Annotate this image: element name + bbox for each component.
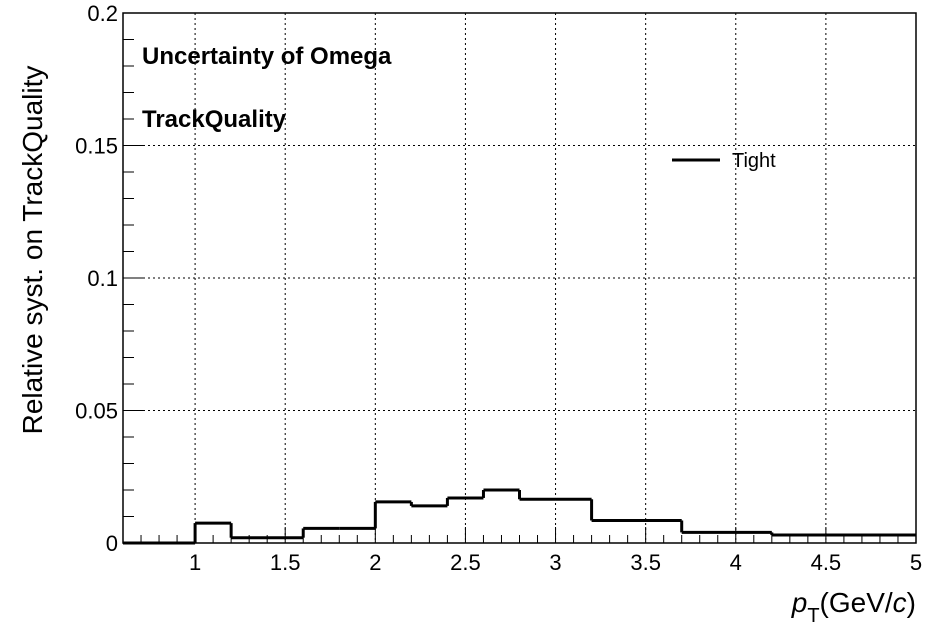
x-axis-title-unit-pre: (GeV/ (820, 587, 893, 618)
legend-label-tight: Tight (732, 150, 776, 172)
x-tick-label: 1.5 (270, 550, 301, 575)
x-tick-label: 2.5 (450, 550, 481, 575)
x-axis-title-var: p (791, 587, 808, 618)
x-tick-label: 4.5 (811, 550, 842, 575)
x-tick-label: 5 (910, 550, 922, 575)
axis-ticks (122, 12, 917, 544)
x-tick-labels: 1 1.5 2 2.5 3 3.5 4 4.5 5 (189, 550, 922, 575)
series-tight (123, 488, 916, 545)
y-tick-label: 0.15 (75, 134, 118, 159)
x-axis-title: pT(GeV/c) (791, 587, 916, 627)
x-tick-label: 1 (189, 550, 201, 575)
x-axis-title-unit-post: ) (907, 587, 916, 618)
x-tick-label: 4 (730, 550, 742, 575)
x-tick-label: 2 (369, 550, 381, 575)
legend: Tight (672, 150, 776, 172)
y-tick-label: 0 (106, 531, 118, 556)
series-layer (123, 488, 916, 545)
annotation-subtitle: TrackQuality (142, 106, 287, 133)
y-tick-label: 0.2 (87, 1, 118, 26)
x-axis-title-unit-c: c (893, 587, 907, 618)
y-tick-label: 0.1 (87, 266, 118, 291)
x-axis-title-sub: T (807, 605, 819, 627)
x-tick-label: 3.5 (630, 550, 661, 575)
y-axis-title: Relative syst. on TrackQuality (17, 66, 48, 435)
grid-lines (123, 13, 916, 543)
annotation-title: Uncertainty of Omega (142, 43, 392, 70)
y-tick-label: 0.05 (75, 399, 118, 424)
x-tick-label: 3 (549, 550, 561, 575)
y-tick-labels: 0 0.05 0.1 0.15 0.2 (75, 1, 118, 556)
